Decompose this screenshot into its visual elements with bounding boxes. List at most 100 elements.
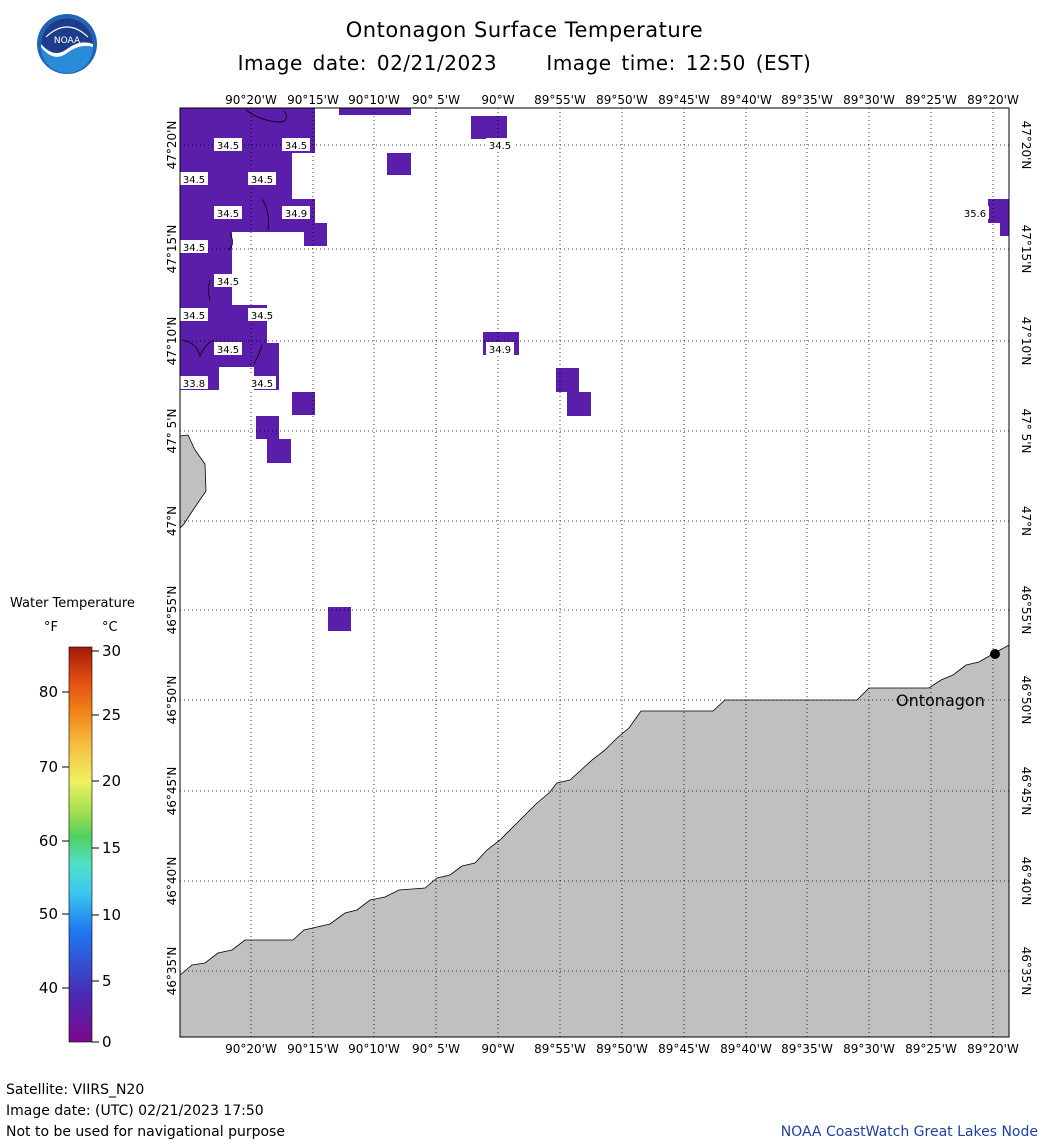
legend-tick-fahrenheit: 80	[39, 683, 58, 701]
latitude-label: 47°10'N	[1019, 317, 1033, 366]
legend-tick-fahrenheit: 60	[39, 832, 58, 850]
longitude-label: 89°25'W	[905, 1042, 957, 1056]
latitude-label: 46°35'N	[1019, 947, 1033, 996]
land-upper-peninsula	[179, 644, 1010, 1038]
longitude-label: 90°W	[481, 93, 514, 107]
latitude-label: 47°15'N	[1019, 225, 1033, 274]
temperature-label: 34.5	[486, 138, 514, 152]
longitude-label: 89°25'W	[905, 93, 957, 107]
svg-text:34.5: 34.5	[251, 175, 273, 186]
latitude-label: 46°45'N	[1019, 767, 1033, 816]
svg-text:34.5: 34.5	[217, 209, 239, 220]
svg-text:33.8: 33.8	[183, 379, 205, 390]
image-date-label: Image date:	[237, 51, 367, 75]
image-time-value: 12:50 (EST)	[685, 51, 812, 75]
logo-text: NOAA	[54, 36, 81, 46]
legend-unit-celsius: °C	[102, 620, 118, 635]
latitude-label: 47°20'N	[1019, 121, 1033, 170]
temperature-label: 34.5	[180, 240, 208, 254]
svg-text:34.5: 34.5	[183, 311, 205, 322]
land-west-shore	[179, 434, 207, 529]
latitude-label: 46°55'N	[1019, 586, 1033, 635]
longitude-label: 90° 5'W	[412, 93, 460, 107]
longitude-label: 89°20'W	[967, 93, 1019, 107]
longitude-label: 89°35'W	[781, 93, 833, 107]
temperature-label: 34.5	[180, 308, 208, 322]
legend-tick-celsius: 20	[102, 772, 121, 790]
longitude-label: 89°45'W	[658, 1042, 710, 1056]
city-marker-icon	[990, 649, 1000, 659]
longitude-label: 90°W	[481, 1042, 514, 1056]
temperature-label: 35.6	[961, 206, 989, 220]
city-label: Ontonagon	[896, 691, 985, 710]
temperature-label: 34.5	[214, 138, 242, 152]
latitude-label: 47° 5'N	[1019, 409, 1033, 454]
longitude-label: 89°55'W	[534, 1042, 586, 1056]
svg-text:34.5: 34.5	[183, 175, 205, 186]
footer-image-date: Image date: (UTC) 02/21/2023 17:50	[6, 1103, 264, 1119]
legend-tick-celsius: 5	[102, 972, 112, 990]
graticule	[180, 108, 1009, 1037]
temperature-label: 34.5	[282, 138, 310, 152]
latitude-label: 46°40'N	[165, 857, 179, 906]
longitude-labels-bottom: 90°20'W 90°15'W 90°10'W 90° 5'W 90°W 89°55'W 8…	[225, 1042, 1019, 1056]
legend-tick-fahrenheit: 50	[39, 905, 58, 923]
longitude-label: 89°40'W	[720, 1042, 772, 1056]
legend-colorbar	[68, 646, 93, 1043]
svg-text:34.5: 34.5	[217, 277, 239, 288]
svg-text:34.5: 34.5	[489, 141, 511, 152]
longitude-label: 89°50'W	[596, 1042, 648, 1056]
latitude-label: 46°50'N	[165, 676, 179, 725]
contour-lines	[181, 109, 287, 365]
latitude-label: 46°45'N	[165, 767, 179, 816]
longitude-label: 90°15'W	[287, 1042, 339, 1056]
longitude-label: 90°20'W	[225, 1042, 277, 1056]
footer-credit: NOAA CoastWatch Great Lakes Node	[780, 1124, 1038, 1140]
temperature-label: 34.5	[214, 274, 242, 288]
latitude-labels-right: 47°20'N 47°15'N 47°10'N 47° 5'N 47°N 46°55'N 4…	[1019, 121, 1033, 996]
footer-note: Not to be used for navigational purpose	[6, 1124, 285, 1140]
longitude-label: 89°45'W	[658, 93, 710, 107]
legend-tick-celsius: 0	[102, 1033, 112, 1051]
latitude-label: 47°N	[1019, 506, 1033, 536]
longitude-labels-top: 90°20'W 90°15'W 90°10'W 90° 5'W 90°W 89°55'W 8…	[225, 93, 1019, 107]
temperature-labels: 34.5 34.5 34.5 34.5 34.5 34.9 34.5 35.6 34.5 34.5…	[180, 138, 989, 390]
latitude-label: 47°N	[165, 506, 179, 536]
svg-text:34.5: 34.5	[217, 345, 239, 356]
latitude-label: 47°20'N	[165, 121, 179, 170]
legend-unit-fahrenheit: °F	[44, 620, 58, 635]
legend-tick-fahrenheit: 70	[39, 758, 58, 776]
legend-title: Water Temperature	[10, 596, 135, 611]
image-date-value: 02/21/2023	[376, 51, 498, 75]
svg-text:34.5: 34.5	[285, 141, 307, 152]
svg-text:34.5: 34.5	[217, 141, 239, 152]
latitude-label: 47°10'N	[165, 317, 179, 366]
longitude-label: 89°55'W	[534, 93, 586, 107]
svg-text:34.5: 34.5	[251, 311, 273, 322]
longitude-label: 90°10'W	[348, 93, 400, 107]
longitude-label: 89°35'W	[781, 1042, 833, 1056]
temperature-label: 34.5	[248, 172, 276, 186]
svg-text:34.9: 34.9	[489, 345, 511, 356]
legend-tick-celsius: 15	[102, 839, 121, 857]
longitude-label: 89°40'W	[720, 93, 772, 107]
temperature-label: 34.9	[486, 342, 514, 356]
image-time-label: Image time:	[546, 51, 676, 75]
legend-tick-celsius: 30	[102, 642, 121, 660]
legend-tick-celsius: 25	[102, 706, 121, 724]
svg-text:34.5: 34.5	[251, 379, 273, 390]
temperature-label: 34.9	[282, 206, 310, 220]
longitude-label: 90°15'W	[287, 93, 339, 107]
svg-text:34.9: 34.9	[285, 209, 307, 220]
longitude-label: 89°50'W	[596, 93, 648, 107]
longitude-label: 90°20'W	[225, 93, 277, 107]
svg-text:34.5: 34.5	[183, 243, 205, 254]
temperature-label: 34.5	[248, 376, 276, 390]
latitude-label: 47° 5'N	[165, 409, 179, 454]
latitude-label: 46°35'N	[165, 947, 179, 996]
temperature-label: 34.5	[214, 342, 242, 356]
svg-text:35.6: 35.6	[964, 209, 986, 220]
map-frame	[179, 107, 1010, 1038]
